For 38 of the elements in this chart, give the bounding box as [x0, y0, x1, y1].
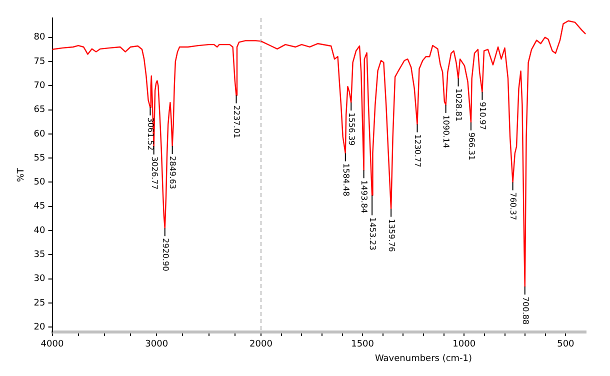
y-tick-label: 50 — [34, 178, 46, 188]
x-tick-label: 500 — [557, 340, 575, 350]
x-tick-label: 3000 — [145, 340, 168, 350]
y-tick-label: 65 — [34, 105, 46, 116]
x-tick-label: 2000 — [250, 340, 273, 350]
y-tick-label: 55 — [34, 153, 46, 164]
annotation: 3026.77 — [150, 156, 159, 190]
annotation: 2849.63 — [168, 156, 178, 190]
y-tick-label: 30 — [34, 274, 46, 284]
annotation: 1028.81 — [454, 88, 464, 122]
annotation: 1090.14 — [442, 114, 451, 148]
annotation: 760.37 — [508, 192, 518, 220]
annotation: 3061.52 — [146, 117, 156, 150]
annotation: 2920.90 — [160, 238, 170, 272]
annotation: 700.88 — [520, 296, 530, 325]
y-tick-label: 40 — [34, 226, 46, 236]
y-tick-label: 25 — [34, 298, 46, 308]
annotation: 1359.76 — [386, 218, 396, 252]
annotation: 1230.77 — [413, 134, 422, 168]
y-tick-label: 45 — [34, 202, 46, 212]
y-tick-label: 20 — [34, 322, 46, 333]
x-tick-label: 4000 — [40, 340, 64, 350]
y-tick-label: 60 — [34, 129, 46, 140]
annotation: 910.97 — [478, 102, 488, 130]
x-tick-label: 1500 — [351, 340, 374, 350]
x-axis-title: Wavenumbers (cm-1) — [374, 354, 472, 364]
y-tick-label: 70 — [34, 80, 46, 91]
annotation: 966.31 — [466, 132, 476, 160]
annotation: 1584.48 — [341, 163, 350, 196]
y-tick-label: 80 — [34, 32, 46, 43]
annotation: 2237.01 — [232, 105, 242, 138]
annotation: 1493.84 — [360, 180, 369, 214]
y-axis-title: %T — [16, 167, 27, 182]
y-tick-label: 75 — [34, 56, 46, 67]
annotation: 1453.23 — [368, 217, 377, 250]
annotation: 1556.39 — [347, 112, 356, 146]
y-tick-label: 35 — [34, 250, 46, 260]
x-tick-label: 1000 — [452, 340, 476, 350]
